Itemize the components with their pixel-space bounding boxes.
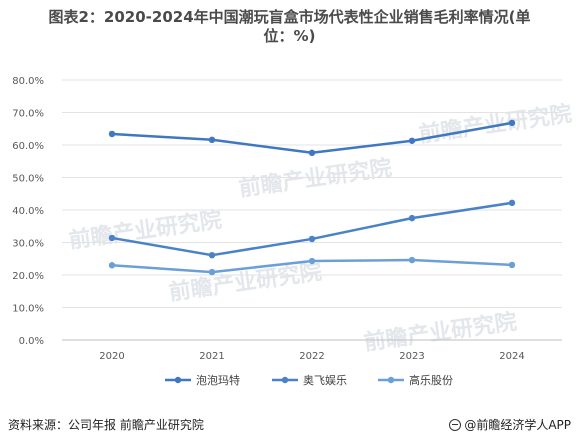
- legend-marker: [174, 376, 182, 384]
- source-note: 资料来源：公司年报 前瞻产业研究院: [8, 418, 204, 432]
- x-axis-ticks: 2020 2021 2022 2023 2024: [99, 351, 524, 362]
- y-tick-label: 10.0%: [12, 304, 44, 315]
- series-3: [108, 256, 516, 276]
- data-point: [508, 199, 516, 207]
- y-tick-label: 50.0%: [12, 174, 44, 185]
- data-point: [408, 256, 416, 264]
- chart-title-line-2: 位：%): [263, 27, 316, 45]
- legend-label: 高乐股份: [409, 373, 453, 387]
- chart-title-line-1: 图表2：2020-2024年中国潮玩盲盒市场代表性企业销售毛利率情况(单: [48, 8, 531, 26]
- y-tick-label: 40.0%: [12, 206, 44, 217]
- data-point: [208, 136, 216, 143]
- data-point: [108, 262, 116, 269]
- legend-label: 泡泡玛特: [196, 373, 240, 387]
- watermark-text: 前瞻产业研究院: [237, 155, 393, 202]
- brand-text: @前瞻经济学人APP: [464, 418, 571, 432]
- data-point: [308, 149, 316, 156]
- chart-title: 图表2：2020-2024年中国潮玩盲盒市场代表性企业销售毛利率情况(单 位：%…: [0, 8, 579, 46]
- brand-icon: [449, 418, 462, 431]
- x-tick-label: 2020: [99, 351, 124, 362]
- legend-marker: [387, 376, 395, 384]
- data-point: [508, 119, 516, 127]
- legend-label: 奥飞娱乐: [303, 373, 347, 387]
- y-tick-label: 20.0%: [12, 271, 44, 282]
- data-point: [208, 251, 216, 259]
- watermark-text: 前瞻产业研究院: [417, 101, 573, 148]
- x-tick-label: 2022: [299, 351, 324, 362]
- x-tick-label: 2023: [399, 351, 424, 362]
- series-1: [108, 119, 516, 156]
- y-tick-label: 30.0%: [12, 239, 44, 250]
- x-tick-label: 2021: [199, 351, 224, 362]
- data-point: [308, 257, 316, 265]
- y-tick-label: 80.0%: [12, 76, 44, 87]
- legend-item: 奥飞娱乐: [272, 373, 347, 387]
- y-tick-label: 60.0%: [12, 141, 44, 152]
- data-point: [408, 137, 416, 144]
- data-point: [408, 214, 416, 222]
- data-point: [208, 268, 216, 276]
- y-tick-label: 70.0%: [12, 109, 44, 120]
- watermark-text: 前瞻产业研究院: [67, 207, 223, 254]
- grid-lines: [62, 79, 562, 341]
- legend-item: 高乐股份: [378, 373, 453, 387]
- data-point: [108, 130, 116, 138]
- series-group: [108, 119, 516, 276]
- y-axis-ticks: 0.0% 10.0% 20.0% 30.0% 40.0% 50.0% 60.0% 70.0% 8…: [12, 76, 44, 347]
- data-point: [508, 261, 516, 269]
- data-point: [108, 234, 116, 242]
- x-tick-label: 2024: [499, 351, 524, 362]
- y-tick-label: 0.0%: [19, 336, 44, 347]
- series-2: [108, 199, 516, 259]
- brand-credit: @前瞻经济学人APP: [449, 416, 571, 433]
- legend-marker: [281, 376, 289, 384]
- watermark-text: 前瞻产业研究院: [362, 309, 518, 356]
- watermark-text: 前瞻产业研究院: [167, 259, 323, 306]
- data-point: [308, 235, 316, 243]
- legend: 泡泡玛特 奥飞娱乐 高乐股份: [165, 373, 453, 387]
- legend-item: 泡泡玛特: [165, 373, 240, 387]
